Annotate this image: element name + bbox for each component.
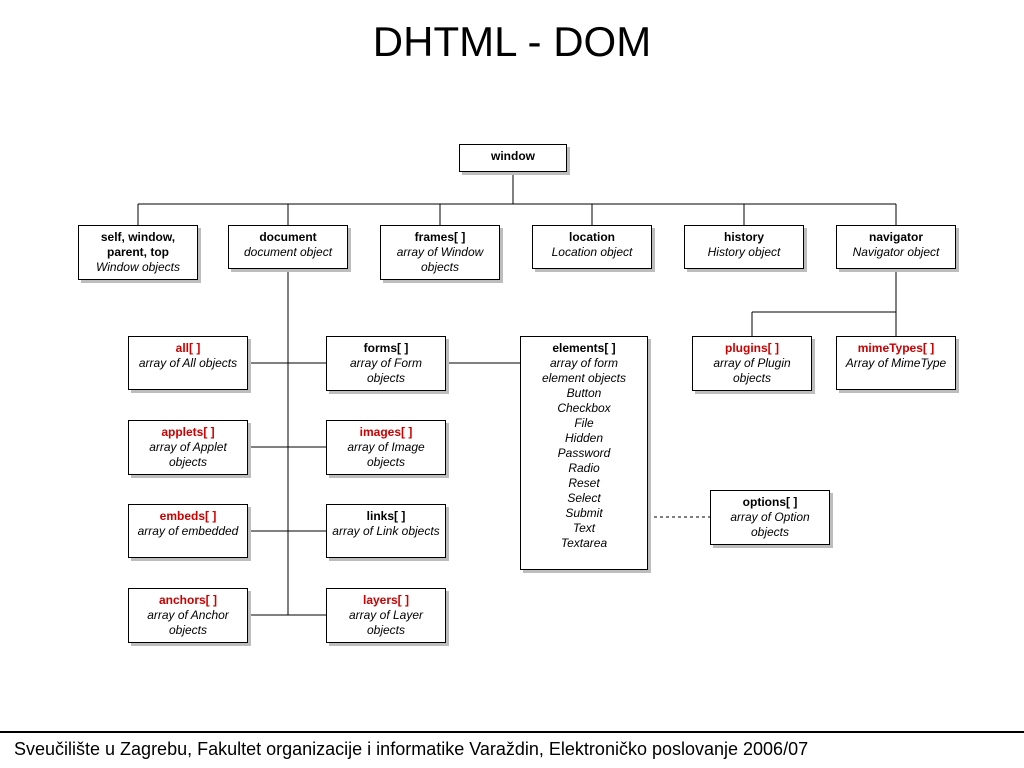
node-title: mimeTypes[ ] (841, 341, 951, 356)
node-desc: array of Image objects (331, 440, 441, 470)
node-desc: array of Plugin objects (697, 356, 807, 386)
node-desc: array of Anchor objects (133, 608, 243, 638)
node-desc-line: Radio (525, 461, 643, 476)
node-location: locationLocation object (532, 225, 652, 269)
node-self: self, window, parent, topWindow objects (78, 225, 198, 280)
node-document: documentdocument object (228, 225, 348, 269)
diagram-canvas: DHTML - DOM window self, window, parent, … (0, 0, 1024, 768)
node-title: anchors[ ] (133, 593, 243, 608)
page-title: DHTML - DOM (0, 18, 1024, 66)
node-options: options[ ]array of Option objects (710, 490, 830, 545)
node-forms: forms[ ]array of Form objects (326, 336, 446, 391)
node-title: location (537, 230, 647, 245)
node-title: applets[ ] (133, 425, 243, 440)
node-desc-line: array of form (525, 356, 643, 371)
node-links: links[ ]array of Link objects (326, 504, 446, 558)
node-desc: Navigator object (841, 245, 951, 260)
node-desc: History object (689, 245, 799, 260)
node-embeds: embeds[ ]array of embedded (128, 504, 248, 558)
node-images: images[ ]array of Image objects (326, 420, 446, 475)
node-desc: array of All objects (133, 356, 243, 371)
node-title: all[ ] (133, 341, 243, 356)
node-desc-line: Submit (525, 506, 643, 521)
node-desc: array of Form objects (331, 356, 441, 386)
node-history: historyHistory object (684, 225, 804, 269)
node-desc: array of Layer objects (331, 608, 441, 638)
node-desc-line: element objects (525, 371, 643, 386)
node-desc: Window objects (83, 260, 193, 275)
node-desc-line: Text (525, 521, 643, 536)
node-frames: frames[ ]array of Window objects (380, 225, 500, 280)
footer-text: Sveučilište u Zagrebu, Fakultet organiza… (0, 731, 1024, 768)
node-title: history (689, 230, 799, 245)
node-navigator: navigatorNavigator object (836, 225, 956, 269)
node-title: document (233, 230, 343, 245)
node-desc-line: File (525, 416, 643, 431)
node-desc: document object (233, 245, 343, 260)
node-title: self, window, parent, top (83, 230, 193, 260)
node-desc: array of Window objects (385, 245, 495, 275)
node-desc: array of embedded (133, 524, 243, 539)
node-desc-line: Textarea (525, 536, 643, 551)
node-title: navigator (841, 230, 951, 245)
node-desc: Array of MimeType (841, 356, 951, 371)
node-title: frames[ ] (385, 230, 495, 245)
node-title: elements[ ] (525, 341, 643, 356)
node-desc-line: Checkbox (525, 401, 643, 416)
node-plugins: plugins[ ]array of Plugin objects (692, 336, 812, 391)
node-window: window (459, 144, 567, 172)
node-title: embeds[ ] (133, 509, 243, 524)
node-desc: array of Applet objects (133, 440, 243, 470)
node-layers: layers[ ]array of Layer objects (326, 588, 446, 643)
node-title: forms[ ] (331, 341, 441, 356)
node-title: layers[ ] (331, 593, 441, 608)
node-title: plugins[ ] (697, 341, 807, 356)
node-desc-line: Reset (525, 476, 643, 491)
node-desc: array of Link objects (331, 524, 441, 539)
node-desc-line: Button (525, 386, 643, 401)
node-title: links[ ] (331, 509, 441, 524)
node-desc: Location object (537, 245, 647, 260)
node-mimeTypes: mimeTypes[ ]Array of MimeType (836, 336, 956, 390)
node-title: images[ ] (331, 425, 441, 440)
node-all: all[ ]array of All objects (128, 336, 248, 390)
node-elements: elements[ ]array of formelement objectsB… (520, 336, 648, 570)
node-desc: array of Option objects (715, 510, 825, 540)
node-desc-line: Hidden (525, 431, 643, 446)
node-title: options[ ] (715, 495, 825, 510)
node-desc-line: Password (525, 446, 643, 461)
node-applets: applets[ ]array of Applet objects (128, 420, 248, 475)
node-title: window (464, 149, 562, 164)
node-desc-line: Select (525, 491, 643, 506)
node-anchors: anchors[ ]array of Anchor objects (128, 588, 248, 643)
